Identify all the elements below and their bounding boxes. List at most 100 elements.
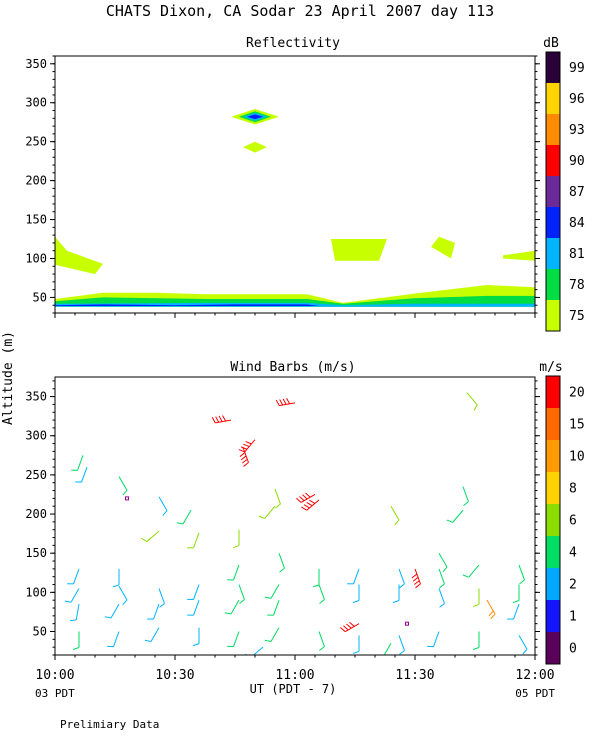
reflectivity-colorbar-swatch-0	[546, 52, 560, 83]
wind-barb-staff-55	[270, 627, 280, 642]
wind-barb-44	[438, 588, 445, 608]
wind-barb-60	[472, 631, 480, 650]
wind-barb-25	[104, 603, 120, 619]
wind-barb-staff-38	[353, 568, 360, 585]
wind-barb-3	[176, 509, 192, 525]
wind-barb-12	[466, 392, 478, 411]
wind-barb-feather-15-3	[245, 441, 252, 445]
wind-barb-feather-8-3	[305, 492, 311, 498]
wind-barb-feather-14-0	[243, 462, 249, 467]
wind-barb-19	[486, 599, 496, 620]
reflectivity-ytick-label-3: 200	[25, 174, 47, 188]
wind-barb-feather-25-0	[104, 616, 112, 619]
reflectivity-plot: 350 300 250 200 150 100 50	[25, 55, 540, 318]
wind-barb-feather-18-0	[415, 583, 421, 589]
wind-barb-5	[232, 529, 240, 549]
wind-barb-staff-49	[513, 603, 520, 620]
wind-barbs-plot-frame	[54, 376, 536, 656]
wind-barb-2	[158, 496, 168, 516]
wind-barb-staff-11	[452, 509, 464, 523]
wind-barb-11	[446, 509, 464, 523]
wind-barb-39	[352, 584, 360, 603]
wind-barb-4	[187, 532, 200, 549]
wind-barb-28	[187, 584, 200, 601]
wind-barb-feather-43-0	[439, 583, 445, 589]
wind-ytick-label-5: 100	[25, 585, 47, 599]
reflectivity-ytick-label-6: 50	[33, 290, 47, 304]
wind-barb-feather-5-0	[232, 545, 240, 549]
wind-barb-staff-43	[438, 568, 445, 585]
wind-barb-feather-16-3	[286, 397, 291, 405]
wind-barb-40	[398, 568, 405, 589]
reflectivity-ytick-label-2: 250	[25, 135, 47, 149]
wind-barb-feather-26-0	[159, 603, 165, 608]
reflectivity-colorbar-label-6: 81	[569, 247, 585, 262]
wind-barb-feather-6-0	[275, 503, 281, 509]
wind-barb-7	[258, 505, 276, 519]
wind-barb-feather-17-1	[303, 504, 310, 509]
reflectivity-region-9	[243, 141, 267, 153]
wind-barb-58	[398, 635, 405, 655]
wind-barb-feather-19-1	[488, 610, 494, 617]
reflectivity-colorbar: 99 96 93 90 87 84 81 78 75	[545, 51, 585, 332]
wind-barbs-plot: 350 300 250 200 150 100 50	[25, 376, 540, 660]
wind-colorbar-swatch-8	[546, 632, 560, 664]
wind-barb-57	[352, 635, 360, 654]
figure-title: CHATS Dixon, CA Sodar 23 April 2007 day …	[106, 2, 494, 20]
wind-barb-staff-19	[486, 599, 496, 615]
wind-barb-staff-34	[270, 584, 280, 599]
wind-barb-feather-33-0	[279, 567, 285, 573]
y-axis-label: Altitude (m)	[1, 331, 16, 425]
wind-barb-feather-2-0	[162, 510, 168, 516]
wind-barb-staff-14	[242, 447, 249, 463]
wind-barb-46	[472, 588, 480, 607]
wind-barb-feather-34-0	[264, 596, 272, 599]
wind-barb-staff-64	[344, 623, 360, 633]
reflectivity-ytick-label-4: 150	[25, 213, 47, 227]
wind-barb-staff-12	[466, 392, 478, 406]
wind-barb-staff-47	[518, 564, 525, 581]
wind-barb-staff-56	[318, 631, 325, 647]
wind-barb-feather-46-0	[472, 603, 480, 607]
wind-ytick-label-4: 150	[25, 546, 47, 560]
wind-barb-staff-45	[468, 564, 480, 578]
wind-barb-9	[390, 505, 400, 526]
wind-barb-47	[518, 564, 525, 585]
wind-barb-staff-21	[70, 588, 80, 603]
x-tick-label-2: 11:00	[275, 668, 314, 683]
wind-barb-feather-11-0	[446, 519, 453, 523]
wind-barb-feather-15-2	[243, 443, 250, 448]
wind-barb-staff-40	[398, 568, 405, 585]
wind-barb-20	[67, 568, 80, 585]
reflectivity-colorbar-label-7: 78	[569, 278, 585, 293]
x-sublabel-left: 03 PDT	[35, 687, 75, 700]
wind-barb-feather-10-0	[463, 501, 469, 506]
wind-barb-feather-12-0	[473, 404, 478, 411]
wind-barb-36	[312, 568, 320, 588]
reflectivity-region-0	[55, 236, 103, 275]
wind-barb-staff-15	[244, 439, 256, 453]
wind-barb-feather-60-0	[472, 647, 480, 650]
wind-barb-feather-9-0	[394, 519, 400, 526]
wind-barb-feather-37-0	[319, 599, 325, 604]
reflectivity-colorbar-swatch-5	[546, 207, 560, 238]
wind-barb-42	[438, 552, 448, 573]
panel2-title: Wind Barbs (m/s)	[230, 360, 355, 375]
wind-colorbar-swatch-5	[546, 536, 560, 568]
wind-colorbar-label-8: 0	[569, 642, 577, 657]
wind-barb-staff-20	[73, 568, 80, 585]
wind-barb-21	[64, 588, 80, 603]
wind-colorbar-swatch-4	[546, 504, 560, 536]
wind-ytick-label-0: 350	[25, 390, 47, 404]
wind-barb-8	[296, 492, 316, 503]
wind-barb-staff-61	[518, 635, 528, 650]
wind-barb-staff-30	[233, 564, 240, 581]
wind-barb-13	[211, 415, 232, 424]
wind-barb-feather-13-3	[222, 415, 227, 422]
wind-barb-staff-8	[300, 494, 316, 503]
wind-barb-52	[144, 627, 160, 642]
wind-barb-feather-50-0	[72, 647, 80, 650]
wind-barb-29	[187, 600, 200, 616]
wind-barb-staff-0	[77, 455, 84, 471]
wind-barb-feather-7-0	[258, 515, 265, 519]
